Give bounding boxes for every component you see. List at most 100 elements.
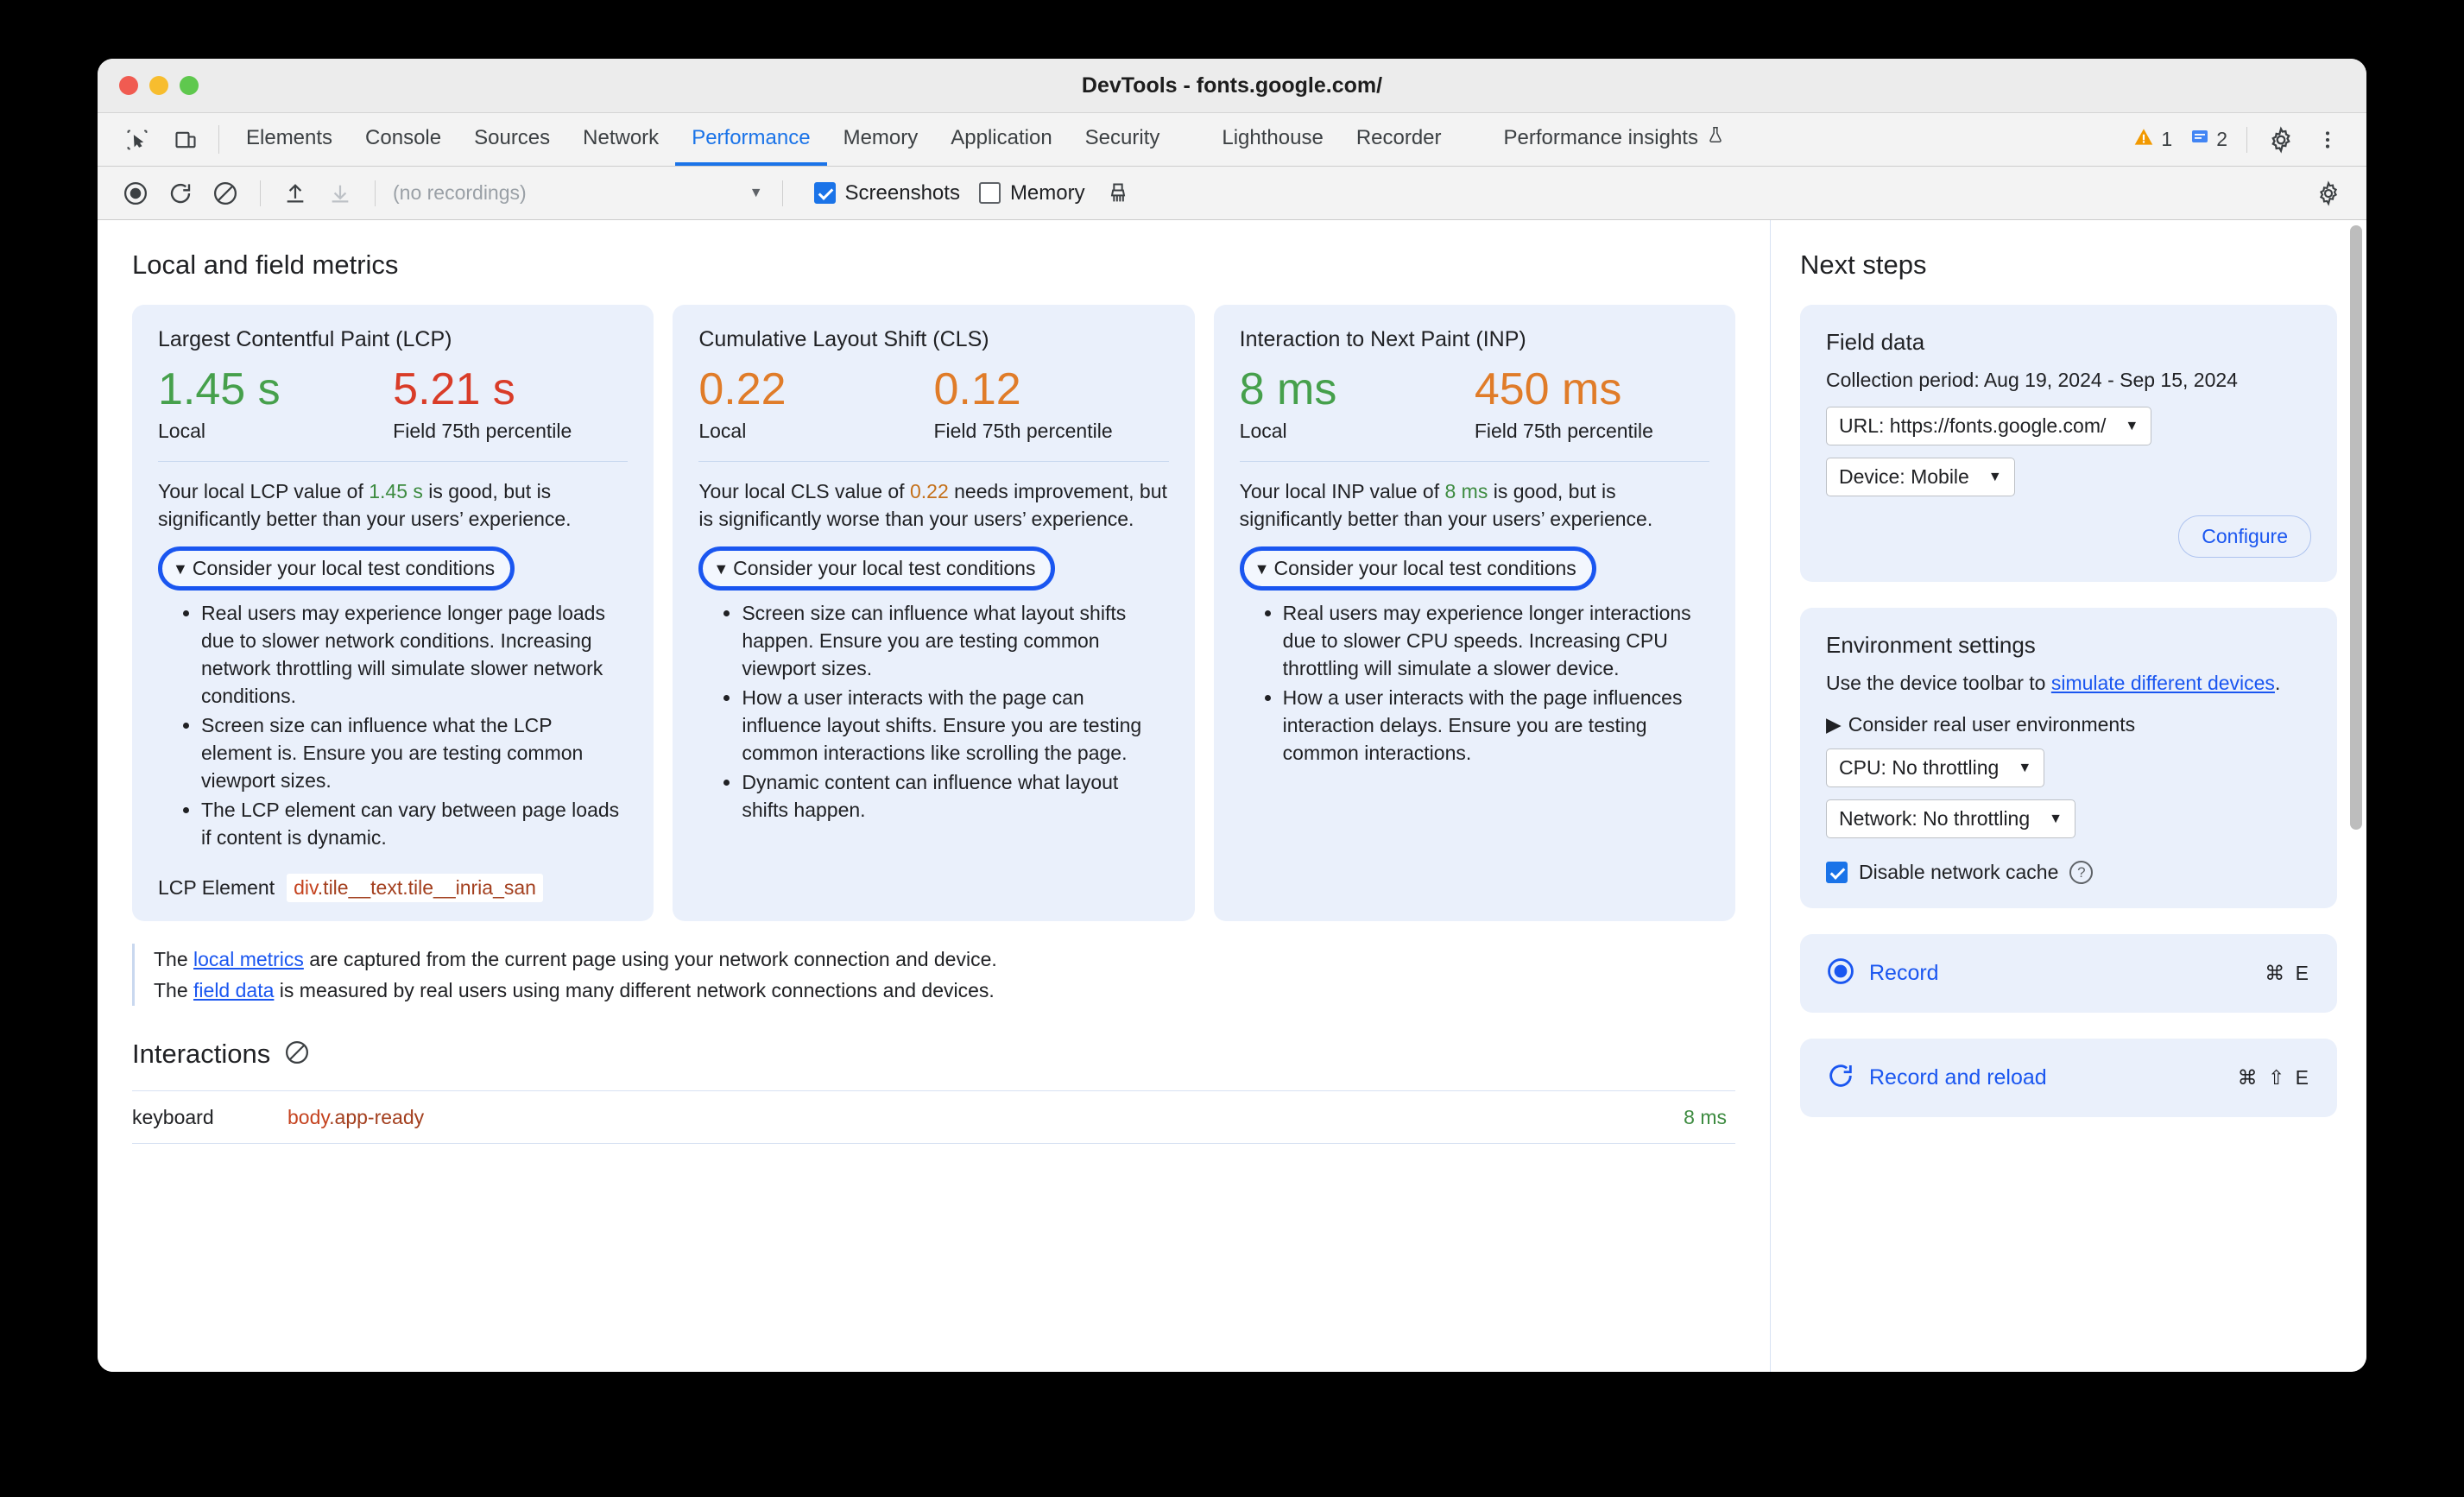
collection-period: Collection period: Aug 19, 2024 - Sep 15… (1826, 369, 2238, 391)
info-badge[interactable]: 2 (2181, 127, 2236, 153)
table-row[interactable]: keyboard body.app-ready 8 ms (132, 1090, 1735, 1144)
more-options-icon[interactable] (2304, 117, 2351, 163)
disable-network-cache-checkbox[interactable]: Disable network cache ? (1826, 861, 2311, 884)
inp-consider-conditions-toggle[interactable]: ▼ Consider your local test conditions (1239, 546, 1596, 591)
vertical-scrollbar[interactable] (2350, 225, 2362, 830)
cls-local-column: 0.22 Local (698, 361, 933, 444)
record-and-reload-button-label: Record and reload (1869, 1065, 2047, 1090)
cls-consider-conditions-toggle[interactable]: ▼ Consider your local test conditions (698, 546, 1056, 591)
list-item: Real users may experience longer page lo… (201, 599, 628, 710)
devtools-tab-bar: Elements Console Sources Network Perform… (98, 113, 2366, 167)
lcp-local-column: 1.45 s Local (158, 361, 393, 444)
lcp-desc-post: is good, but is significantly better tha… (158, 480, 572, 530)
tab-memory[interactable]: Memory (843, 125, 919, 149)
record-button[interactable]: Record ⌘ E (1800, 934, 2337, 1013)
tab-performance-insights-label: Performance insights (1503, 125, 1698, 149)
close-window-button[interactable] (119, 76, 138, 95)
tab-console[interactable]: Console (365, 125, 442, 149)
window-title: DevTools - fonts.google.com/ (1081, 73, 1383, 98)
device-select[interactable]: Device: Mobile ▼ (1826, 458, 2015, 496)
lcp-field-label: Field 75th percentile (393, 420, 572, 442)
download-profile-icon[interactable] (318, 171, 363, 216)
tab-elements[interactable]: Elements (246, 125, 333, 149)
tab-performance-insights[interactable]: Performance insights (1488, 113, 1741, 166)
lcp-desc-value: 1.45 s (369, 480, 423, 502)
inspect-element-icon[interactable] (113, 113, 161, 166)
tab-sources[interactable]: Sources (474, 125, 551, 149)
lcp-element-classes: .tile__text.tile__inria_san (317, 876, 536, 899)
disable-cache-checkbox-box (1826, 862, 1848, 883)
record-and-reload-toolbar-icon[interactable] (158, 171, 203, 216)
cls-field-value: 0.12 (933, 364, 1021, 414)
lcp-consider-conditions-toggle[interactable]: ▼ Consider your local test conditions (158, 546, 515, 591)
interaction-duration: 8 ms (1684, 1105, 1727, 1128)
clear-recording-icon[interactable] (203, 171, 248, 216)
env-text-pre: Use the device toolbar to (1826, 672, 2051, 694)
record-and-reload-shortcut: ⌘ ⇧ E (2237, 1066, 2311, 1089)
cls-card-title: Cumulative Layout Shift (CLS) (698, 327, 989, 351)
record-and-reload-button[interactable]: Record and reload ⌘ ⇧ E (1800, 1039, 2337, 1117)
local-metrics-link[interactable]: local metrics (193, 948, 304, 970)
cls-values: 0.22 Local 0.12 Field 75th percentile (698, 361, 1168, 444)
configure-button[interactable]: Configure (2178, 515, 2311, 558)
pane-divider[interactable] (1770, 220, 1771, 1372)
network-throttling-value: Network: No throttling (1839, 807, 2031, 830)
cpu-throttling-select[interactable]: CPU: No throttling ▼ (1826, 748, 2045, 787)
lcp-divider (158, 461, 629, 462)
record-toolbar-icon[interactable] (113, 171, 158, 216)
footnote-1-post: are captured from the current page using… (303, 948, 997, 970)
footnote-1-pre: The (154, 948, 194, 970)
tab-security[interactable]: Security (1084, 125, 1160, 149)
help-icon[interactable]: ? (2069, 861, 2094, 884)
upload-profile-icon[interactable] (273, 171, 318, 216)
tab-lighthouse[interactable]: Lighthouse (1222, 125, 1324, 149)
list-item: Screen size can influence what the LCP e… (201, 711, 628, 794)
maximize-window-button[interactable] (180, 76, 199, 95)
settings-gear-icon[interactable] (2258, 117, 2304, 163)
inp-values: 8 ms Local 450 ms Field 75th percentile (1240, 361, 1709, 444)
url-select[interactable]: URL: https://fonts.google.com/ ▼ (1826, 407, 2152, 445)
metric-card-cls: Cumulative Layout Shift (CLS) 0.22 Local… (673, 305, 1195, 921)
lcp-consider-conditions-label: Consider your local test conditions (192, 557, 496, 579)
field-data-panel: Field data Collection period: Aug 19, 20… (1800, 305, 2337, 582)
warning-badge[interactable]: 1 (2124, 126, 2181, 154)
screenshots-checkbox[interactable]: Screenshots (813, 181, 960, 205)
interaction-selector[interactable]: body.app-ready (287, 1106, 1684, 1129)
tab-recorder[interactable]: Recorder (1355, 125, 1442, 149)
lcp-element-selector[interactable]: div.tile__text.tile__inria_san (287, 874, 543, 902)
field-data-link[interactable]: field data (193, 979, 275, 1001)
env-text-post: . (2274, 672, 2281, 694)
inp-consider-conditions-label: Consider your local test conditions (1273, 557, 1576, 579)
memory-label: Memory (1009, 180, 1085, 205)
inp-desc-pre: Your local INP value of (1239, 480, 1445, 502)
lcp-description: Your local LCP value of 1.45 s is good, … (158, 477, 628, 533)
local-and-field-metrics-pane: Local and field metrics Largest Contentf… (98, 220, 1770, 1372)
metric-cards: Largest Contentful Paint (LCP) 1.45 s Lo… (132, 305, 1735, 921)
tab-application[interactable]: Application (951, 125, 1052, 149)
recordings-select[interactable]: (no recordings) (393, 181, 527, 204)
minimize-window-button[interactable] (149, 76, 168, 95)
tab-network[interactable]: Network (583, 125, 660, 149)
network-throttling-select[interactable]: Network: No throttling ▼ (1826, 799, 2075, 838)
triangle-down-icon: ▼ (173, 559, 188, 578)
clear-interactions-icon[interactable] (284, 1039, 310, 1070)
simulate-devices-link[interactable]: simulate different devices (2050, 672, 2275, 694)
footnote-line-1: The local metrics are captured from the … (154, 944, 1735, 975)
device-toolbar-icon[interactable] (161, 113, 210, 166)
disable-cache-label: Disable network cache (1859, 861, 2059, 883)
consider-real-user-environments-toggle[interactable]: ▶ Consider real user environments (1826, 713, 2135, 736)
recordings-chevron-down-icon[interactable]: ▼ (749, 185, 763, 200)
cls-description: Your local CLS value of 0.22 needs impro… (698, 477, 1168, 533)
performance-content: Local and field metrics Largest Contentf… (98, 220, 2366, 1372)
lcp-local-label: Local (158, 420, 205, 442)
chevron-down-icon: ▼ (2049, 811, 2063, 826)
collect-garbage-icon[interactable] (1096, 171, 1140, 216)
field-data-title: Field data (1826, 329, 1925, 355)
memory-checkbox[interactable]: Memory (978, 180, 1085, 205)
record-shortcut: ⌘ E (2265, 962, 2311, 984)
next-steps-title: Next steps (1800, 250, 1927, 280)
performance-settings-gear-icon[interactable] (2306, 171, 2351, 216)
tab-performance[interactable]: Performance (675, 113, 827, 166)
footnote-line-2: The field data is measured by real users… (154, 975, 1735, 1006)
list-item: Real users may experience longer interac… (1283, 599, 1709, 682)
